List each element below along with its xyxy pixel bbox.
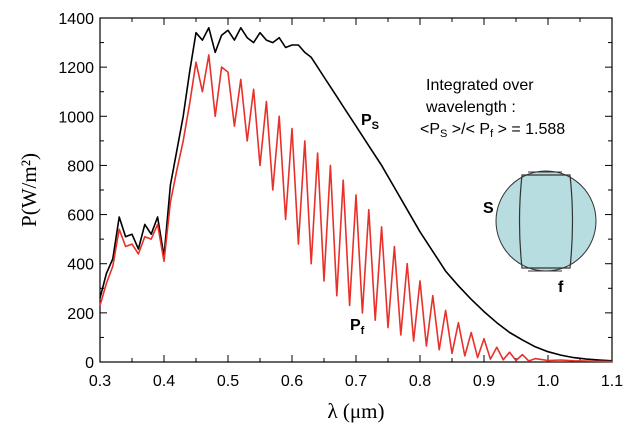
inset-diagram: S f [483,170,597,296]
y-tick-label: 1200 [58,60,94,77]
x-tick-label: 1.1 [601,373,623,390]
ratio-annotation: Integrated over wavelength : <PS >/< Pf … [420,77,565,140]
x-tick-label: 0.3 [89,373,111,390]
inset-label-s: S [483,200,494,217]
x-tick-label: 0.6 [281,373,303,390]
x-axis-label: λ (μm) [327,399,384,423]
inset-rect-edges [528,171,562,272]
inset-label-f: f [558,279,564,296]
series-label-ps-sub: S [372,120,379,132]
annotation-line-2: wavelength : [425,99,516,116]
y-tick-label: 800 [67,158,94,175]
inset-rect-shape [518,174,574,269]
x-tick-label: 0.9 [473,373,495,390]
axis-tick-labels: 0.3 0.4 0.5 0.6 0.7 0.8 0.9 1.0 1.1 0 200 400 600 800… [58,11,623,390]
annotation-line-1: Integrated over [426,77,534,94]
y-tick-label: 0 [85,355,94,372]
inset-circle-shape [495,170,597,272]
y-tick-label: 600 [67,208,94,225]
series-layer [99,26,613,363]
annotation-prefix: <P [420,121,440,138]
y-tick-label: 400 [67,257,94,274]
series-label-pf-sub: f [361,325,365,337]
annotation-suffix: > = 1.588 [493,121,565,138]
y-tick-label: 1000 [58,109,94,126]
x-tick-label: 0.5 [217,373,239,390]
axis-ticks [99,17,613,363]
series-label-ps-main: P [361,112,372,129]
x-tick-label: 0.7 [345,373,367,390]
annotation-mid: >/< P [447,121,490,138]
annotation-sub-f: f [490,128,494,140]
x-tick-label: 0.8 [409,373,431,390]
y-tick-label: 1400 [58,11,94,28]
annotation-line-3: <PS >/< Pf > = 1.588 [420,121,565,140]
annotation-sub-s: S [440,128,447,140]
y-axis-label: P(W/m²) [17,153,41,227]
series-label-ps: PS [361,112,379,132]
x-tick-label: 0.4 [153,373,175,390]
x-tick-label: 1.0 [537,373,559,390]
series-label-pf: Pf [350,317,365,337]
series-label-pf-main: P [350,317,361,334]
series-line-pf [99,54,613,363]
y-tick-label: 200 [67,306,94,323]
